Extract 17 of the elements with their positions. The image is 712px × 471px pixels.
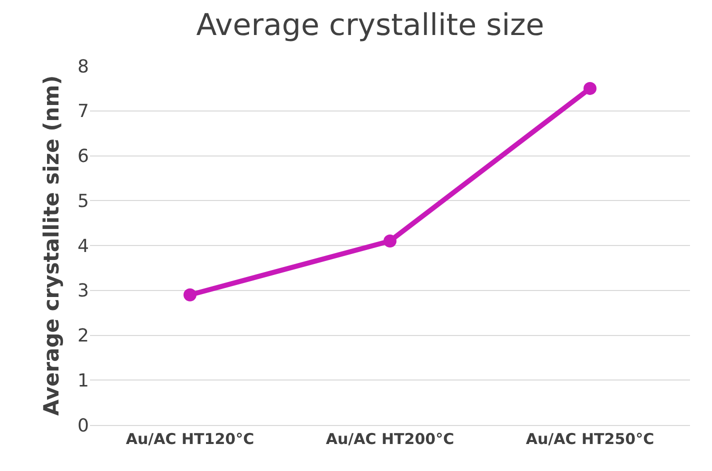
- y-tick-label: 1: [78, 370, 89, 392]
- chart-title: Average crystallite size: [196, 8, 544, 44]
- point: [584, 82, 596, 95]
- y-tick-label: 5: [78, 190, 89, 212]
- y-tick-label: 4: [78, 236, 89, 257]
- x-tick-label: Au/AC HT120°C: [126, 430, 254, 448]
- y-tick-label: 6: [78, 146, 89, 168]
- x-tick-label: Au/AC HT250°C: [526, 430, 654, 448]
- y-tick-label: 7: [78, 101, 89, 122]
- x-tick-label: Au/AC HT200°C: [326, 430, 454, 448]
- y-tick-label: 3: [78, 280, 89, 302]
- y-tick-label: 2: [78, 326, 89, 347]
- y-tick-label: 0: [78, 415, 89, 436]
- point: [384, 234, 396, 248]
- y-tick-label: 8: [78, 56, 89, 78]
- y-axis-title: Average crystallite size (nm): [40, 75, 64, 416]
- point: [184, 288, 196, 302]
